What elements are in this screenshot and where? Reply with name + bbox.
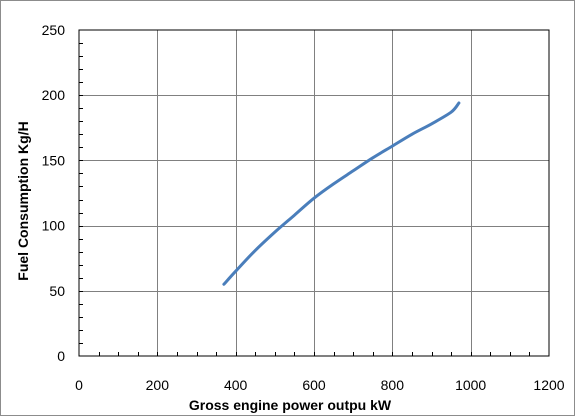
y-tick-label-0: 0: [57, 348, 65, 364]
grid-lines: [79, 30, 549, 356]
y-tick-label-100: 100: [42, 218, 66, 234]
x-axis-title: Gross engine power outpu kW: [189, 397, 392, 413]
x-tick-label-400: 400: [224, 377, 248, 393]
series-group: [222, 101, 461, 286]
y-tick-labels: 0 50 100 150 200 250: [42, 22, 66, 364]
series-line-0: [222, 101, 461, 286]
y-axis-title: Fuel Consumption Kg/H: [15, 121, 31, 280]
x-tick-label-600: 600: [302, 377, 326, 393]
x-tick-label-800: 800: [381, 377, 405, 393]
y-tick-label-150: 150: [42, 152, 66, 168]
x-tick-label-1000: 1000: [455, 377, 486, 393]
x-tick-label-1200: 1200: [533, 377, 564, 393]
y-tick-label-200: 200: [42, 87, 66, 103]
x-tick-labels: 0 200 400 600 800 1000 1200: [75, 377, 565, 393]
y-tick-label-250: 250: [42, 22, 66, 38]
plot-area-border: [78, 29, 550, 357]
x-tick-label-200: 200: [146, 377, 170, 393]
minor-ticks: [79, 43, 530, 356]
y-tick-label-50: 50: [49, 283, 65, 299]
x-tick-label-0: 0: [75, 377, 83, 393]
